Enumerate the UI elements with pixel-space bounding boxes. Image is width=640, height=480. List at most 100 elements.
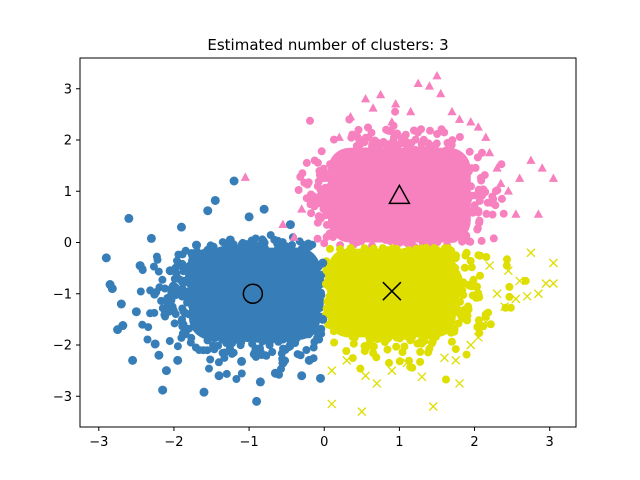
data-point xyxy=(481,132,491,141)
data-point xyxy=(428,402,438,411)
data-point xyxy=(319,173,329,182)
data-point xyxy=(210,195,220,205)
y-tick-label: 3 xyxy=(64,82,72,97)
data-point xyxy=(526,155,536,164)
data-point xyxy=(154,350,164,360)
data-point xyxy=(338,149,348,158)
data-point xyxy=(372,378,382,388)
data-point xyxy=(357,407,367,417)
data-point xyxy=(165,266,175,276)
data-point xyxy=(297,371,307,381)
data-point xyxy=(214,371,224,381)
data-point xyxy=(451,355,461,365)
data-point xyxy=(285,220,295,230)
data-point xyxy=(342,355,352,365)
data-point xyxy=(526,248,536,258)
data-point xyxy=(304,355,314,365)
data-point xyxy=(116,299,126,309)
series-triangle xyxy=(240,70,559,241)
data-point xyxy=(252,396,262,406)
data-point xyxy=(101,253,111,263)
data-point xyxy=(150,339,160,349)
data-point xyxy=(237,356,247,366)
data-point xyxy=(436,88,446,98)
data-point xyxy=(406,106,416,116)
data-point xyxy=(481,317,491,327)
data-point xyxy=(323,200,333,209)
data-point xyxy=(225,235,235,245)
plot-area xyxy=(101,70,559,417)
data-point xyxy=(492,289,502,299)
data-point xyxy=(161,366,171,376)
data-point xyxy=(173,355,183,365)
data-point xyxy=(289,232,299,241)
data-point xyxy=(199,387,209,397)
data-point xyxy=(503,266,513,276)
data-point xyxy=(118,321,128,331)
data-point xyxy=(128,355,138,365)
y-tick-label: −3 xyxy=(53,390,72,405)
data-point xyxy=(417,372,427,382)
chart-title: Estimated number of clusters: 3 xyxy=(207,36,448,54)
data-point xyxy=(548,279,558,288)
data-point xyxy=(135,261,145,271)
data-point xyxy=(548,258,558,268)
data-point xyxy=(255,377,265,387)
data-point xyxy=(327,366,337,376)
series-circle xyxy=(101,176,328,406)
cluster-center-triangle xyxy=(388,183,411,205)
x-tick-label: 0 xyxy=(320,435,328,450)
data-point xyxy=(376,89,386,99)
data-point xyxy=(454,114,465,123)
data-point xyxy=(327,399,337,409)
data-point xyxy=(511,209,521,218)
x-tick-label: 3 xyxy=(546,435,554,450)
x-tick-label: 2 xyxy=(470,435,478,450)
y-tick-label: −1 xyxy=(53,287,72,302)
y-tick-label: −2 xyxy=(53,339,72,354)
data-point xyxy=(500,302,510,312)
data-point xyxy=(203,206,213,216)
data-point xyxy=(533,289,543,299)
data-point xyxy=(522,291,532,301)
data-point xyxy=(353,129,363,139)
data-point xyxy=(229,176,239,186)
data-point xyxy=(270,368,280,378)
y-tick-label: 2 xyxy=(64,134,72,149)
cluster-center-circle xyxy=(242,283,264,304)
x-tick-label: −3 xyxy=(89,435,108,450)
data-point xyxy=(413,78,423,88)
data-point xyxy=(424,81,435,90)
data-point xyxy=(503,186,513,195)
data-point xyxy=(259,204,269,214)
data-point xyxy=(124,213,134,223)
data-point xyxy=(391,99,401,108)
data-point xyxy=(387,117,397,126)
data-point xyxy=(440,353,449,363)
data-point xyxy=(492,163,502,172)
data-point xyxy=(318,258,328,268)
y-tick-label: 1 xyxy=(64,185,72,200)
data-point xyxy=(315,373,325,383)
data-point xyxy=(278,358,288,368)
data-point xyxy=(180,329,190,339)
data-point xyxy=(278,219,288,228)
data-point xyxy=(244,212,254,222)
data-point xyxy=(107,284,117,294)
data-point xyxy=(131,307,141,317)
data-point xyxy=(511,294,521,304)
data-point xyxy=(158,385,168,395)
series-x xyxy=(327,248,558,417)
data-point xyxy=(515,276,525,286)
data-point xyxy=(361,371,371,381)
data-point xyxy=(447,106,457,116)
y-tick-label: 0 xyxy=(64,236,72,251)
data-point xyxy=(387,366,397,376)
cluster-center-x xyxy=(382,281,402,301)
x-tick-label: 1 xyxy=(395,435,403,450)
data-point xyxy=(297,204,307,213)
cluster-core xyxy=(328,248,456,338)
data-point xyxy=(318,314,328,324)
data-point xyxy=(146,233,156,243)
